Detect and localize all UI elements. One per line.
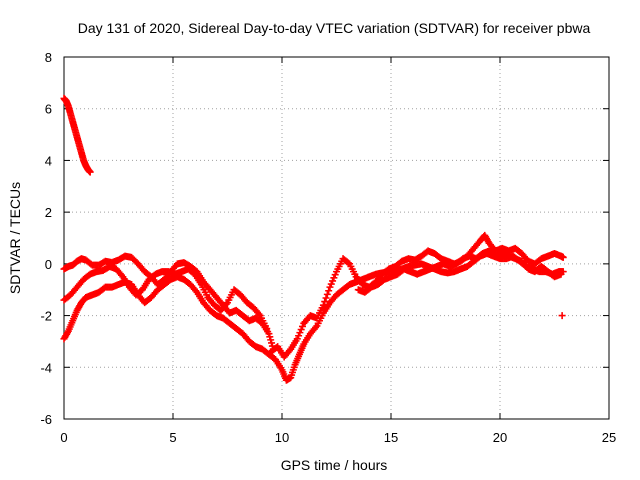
y-tick-label: -4 [40,360,52,375]
data-point [321,298,329,306]
data-point [559,253,567,261]
data-point [86,168,94,176]
y-axis-label: SDTVAR / TECUs [7,182,23,294]
x-tick-label: 15 [384,430,398,445]
y-tick-label: 4 [45,153,52,168]
data-point [325,287,333,295]
series-outlier [558,312,566,320]
x-tick-label: 10 [275,430,289,445]
y-tick-label: 8 [45,50,52,65]
x-tick-label: 5 [169,430,176,445]
data-point [263,325,271,332]
series-satellite-a [60,94,94,176]
x-tick-labels: 0 5 10 15 20 25 [60,430,616,445]
y-tick-label: -6 [40,412,52,427]
data-point [323,290,331,298]
data-point [344,259,352,267]
chart-title: Day 131 of 2020, Sidereal Day-to-day VTE… [78,20,591,36]
data-point [319,301,327,309]
axis-ticks [63,56,610,420]
x-tick-label: 0 [60,430,67,445]
data-point [322,294,330,302]
y-tick-label: 2 [45,205,52,220]
y-tick-label: 6 [45,102,52,117]
x-axis-label: GPS time / hours [281,457,388,473]
data-point [558,312,566,320]
series-satellite-f [354,247,565,296]
y-tick-labels: -6 -4 -2 0 2 4 6 8 [40,50,52,427]
plot-frame [63,56,610,420]
data-points [60,94,567,384]
y-tick-label: -2 [40,309,52,324]
data-point [557,270,565,278]
x-tick-label: 25 [602,430,616,445]
y-tick-label: 0 [45,257,52,272]
series-satellite-c [60,262,271,332]
grid [64,57,609,419]
series-satellite-e [267,231,567,361]
x-tick-label: 20 [493,430,507,445]
